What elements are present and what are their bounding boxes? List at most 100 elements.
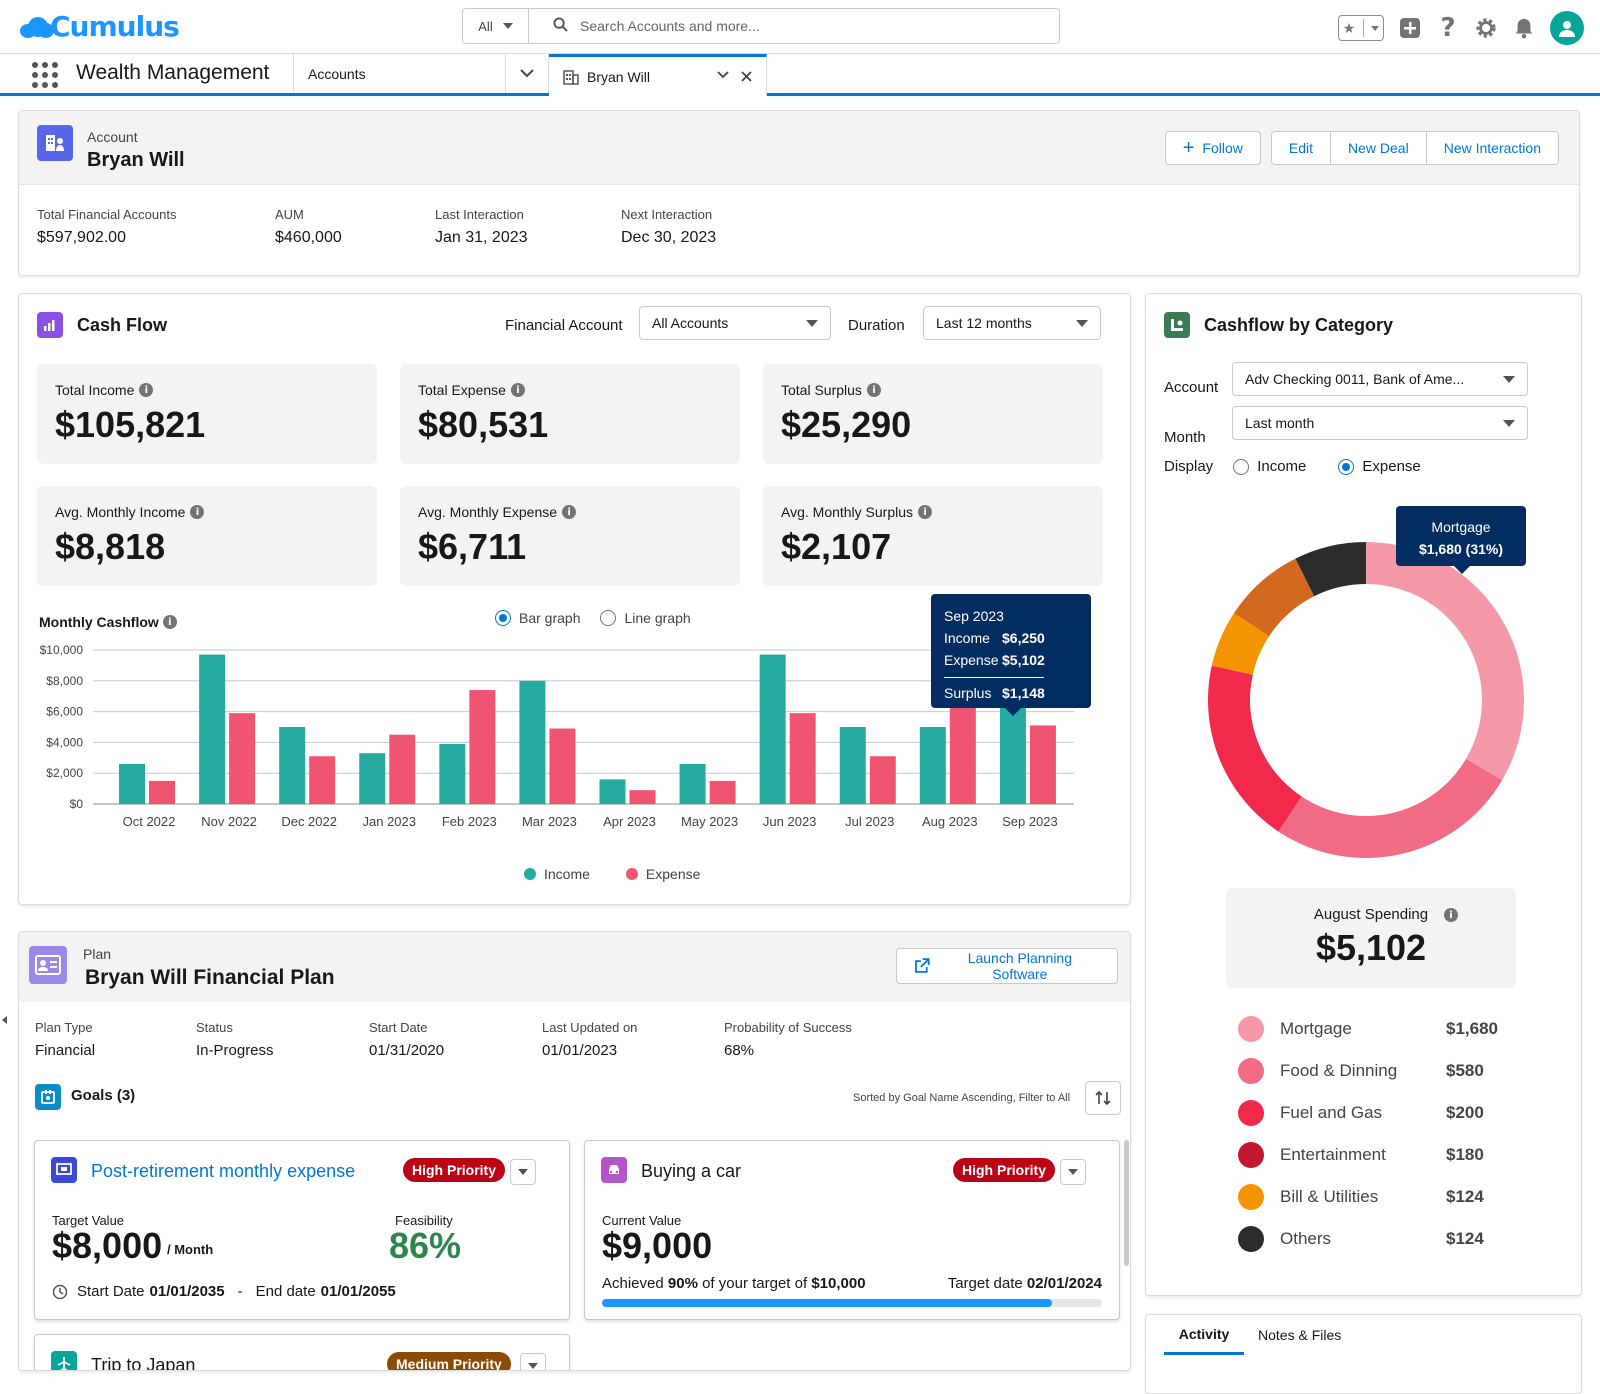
record-type-label: Account: [87, 129, 138, 145]
goal-card-post-retirement[interactable]: Post-retirement monthly expense High Pri…: [34, 1140, 570, 1320]
chart-legend: Income Expense: [524, 866, 700, 882]
goal-menu-button[interactable]: [520, 1353, 546, 1370]
financial-account-select[interactable]: All Accounts: [639, 306, 831, 340]
expense-bar: [389, 734, 416, 804]
nav-tab-accounts[interactable]: Accounts: [293, 54, 549, 93]
info-icon[interactable]: i: [562, 505, 577, 519]
stat-label: Total Income: [55, 382, 135, 398]
bar-graph-radio[interactable]: [495, 610, 511, 626]
tooltip-income-label: Income: [944, 630, 990, 646]
target-value: $8,000: [52, 1225, 163, 1266]
chevron-down-icon: [1371, 25, 1380, 31]
duration-select[interactable]: Last 12 months: [923, 306, 1101, 340]
goals-icon: [35, 1084, 61, 1110]
category-donut-chart: [1208, 542, 1524, 858]
close-icon[interactable]: [741, 71, 752, 82]
tooltip-surplus-value: $1,148: [1002, 685, 1045, 701]
achieved-mid: of your target of: [702, 1275, 808, 1292]
category-account-select[interactable]: Adv Checking 0011, Bank of Ame...: [1232, 362, 1528, 396]
info-icon[interactable]: i: [139, 383, 154, 397]
tab-activity[interactable]: Activity: [1164, 1315, 1244, 1355]
donut-slice[interactable]: [1366, 542, 1524, 781]
expense-bar: [1029, 725, 1056, 804]
info-icon[interactable]: i: [1444, 908, 1458, 922]
x-tick-label: Sep 2023: [1002, 814, 1058, 829]
chevron-down-icon: [1076, 319, 1088, 327]
scrollbar[interactable]: [1124, 1140, 1129, 1266]
info-icon[interactable]: i: [190, 505, 205, 519]
expense-bar: [229, 713, 256, 804]
spending-value: $5,102: [1315, 927, 1427, 968]
field-label: Plan Type: [35, 1020, 93, 1035]
app-launcher-icon[interactable]: [32, 62, 58, 88]
category-account-label: Account: [1164, 379, 1219, 396]
header-utility-icons: ★ ?: [1338, 11, 1584, 45]
chevron-down-icon: [1068, 1169, 1078, 1175]
launch-planning-software-button[interactable]: Launch Planning Software: [896, 948, 1118, 984]
income-bar: [679, 763, 706, 804]
tooltip-pointer: [1454, 566, 1470, 574]
goal-menu-button[interactable]: [1060, 1159, 1086, 1185]
info-icon[interactable]: i: [510, 383, 525, 397]
info-icon[interactable]: i: [866, 383, 881, 397]
record-title: Bryan Will: [87, 149, 185, 171]
gear-icon[interactable]: [1474, 16, 1498, 40]
nav-tab-bryan-will[interactable]: Bryan Will: [549, 54, 767, 96]
donut-slice[interactable]: [1234, 558, 1315, 637]
chevron-down-icon: [1503, 375, 1515, 383]
info-icon[interactable]: i: [918, 505, 933, 519]
donut-slice[interactable]: [1278, 758, 1503, 858]
legend-swatch: [1238, 1142, 1264, 1168]
x-tick-label: Mar 2023: [522, 814, 577, 829]
search-input[interactable]: Search Accounts and more...: [580, 18, 760, 34]
y-tick-label: $8,000: [46, 674, 83, 688]
income-bar: [199, 654, 226, 804]
goal-title-link[interactable]: Post-retirement monthly expense: [91, 1161, 356, 1181]
new-deal-button[interactable]: New Deal: [1331, 131, 1427, 165]
field-aum: AUM $460,000: [275, 207, 435, 247]
goal-card-trip-japan[interactable]: Trip to Japan Medium Priority: [34, 1334, 570, 1370]
nav-tab-menu-button[interactable]: [505, 54, 534, 93]
plan-fields: Plan Type Financial Status In-Progress Sta…: [35, 1020, 904, 1059]
info-icon[interactable]: i: [162, 615, 177, 629]
chevron-down-icon[interactable]: [717, 71, 729, 79]
goal-card-buying-car[interactable]: Buying a car High Priority Current Value…: [584, 1140, 1120, 1320]
donut-slice[interactable]: [1208, 665, 1302, 832]
tab-notes-files[interactable]: Notes & Files: [1258, 1315, 1341, 1355]
end-label: End date: [255, 1283, 316, 1300]
x-tick-label: Jun 2023: [763, 814, 817, 829]
collapse-panel-icon[interactable]: [2, 1016, 7, 1024]
field-start-date: Start Date 01/31/2020: [369, 1020, 542, 1059]
line-graph-radio[interactable]: [600, 610, 617, 626]
external-link-icon: [915, 958, 930, 973]
edit-button[interactable]: Edit: [1270, 131, 1332, 165]
help-icon[interactable]: ?: [1440, 13, 1456, 43]
display-expense-radio[interactable]: [1338, 458, 1355, 475]
sort-button[interactable]: [1085, 1081, 1121, 1115]
add-icon[interactable]: [1398, 16, 1422, 40]
income-bar: [359, 753, 386, 804]
donut-slice[interactable]: [1295, 542, 1366, 597]
legend-value: $1,680: [1446, 1019, 1498, 1038]
donut-slice[interactable]: [1211, 613, 1270, 675]
user-avatar[interactable]: [1550, 11, 1584, 45]
select-value: Adv Checking 0011, Bank of Ame...: [1245, 371, 1465, 387]
display-income-radio[interactable]: [1233, 458, 1250, 475]
category-month-select[interactable]: Last month: [1232, 406, 1528, 440]
account-highlights-panel: Account Bryan Will + Follow Edit New Deal…: [18, 110, 1580, 276]
chart-title: Monthly Cashflow: [39, 614, 159, 630]
bell-icon[interactable]: [1512, 16, 1536, 40]
income-bar: [919, 727, 946, 804]
expense-bar: [149, 780, 175, 804]
legend-name: Mortgage: [1280, 1019, 1352, 1038]
app-logo[interactable]: Cumulus: [20, 10, 180, 43]
goal-menu-button[interactable]: [510, 1159, 536, 1185]
legend-name: Others: [1280, 1229, 1332, 1248]
favorites-button[interactable]: ★: [1338, 15, 1384, 41]
follow-button[interactable]: + Follow: [1164, 131, 1261, 165]
expense-bar: [789, 713, 816, 804]
y-tick-label: $6,000: [46, 705, 83, 719]
new-interaction-button[interactable]: New Interaction: [1426, 131, 1559, 165]
legend-swatch: [1238, 1100, 1264, 1126]
search-scope-select[interactable]: All: [463, 9, 529, 43]
